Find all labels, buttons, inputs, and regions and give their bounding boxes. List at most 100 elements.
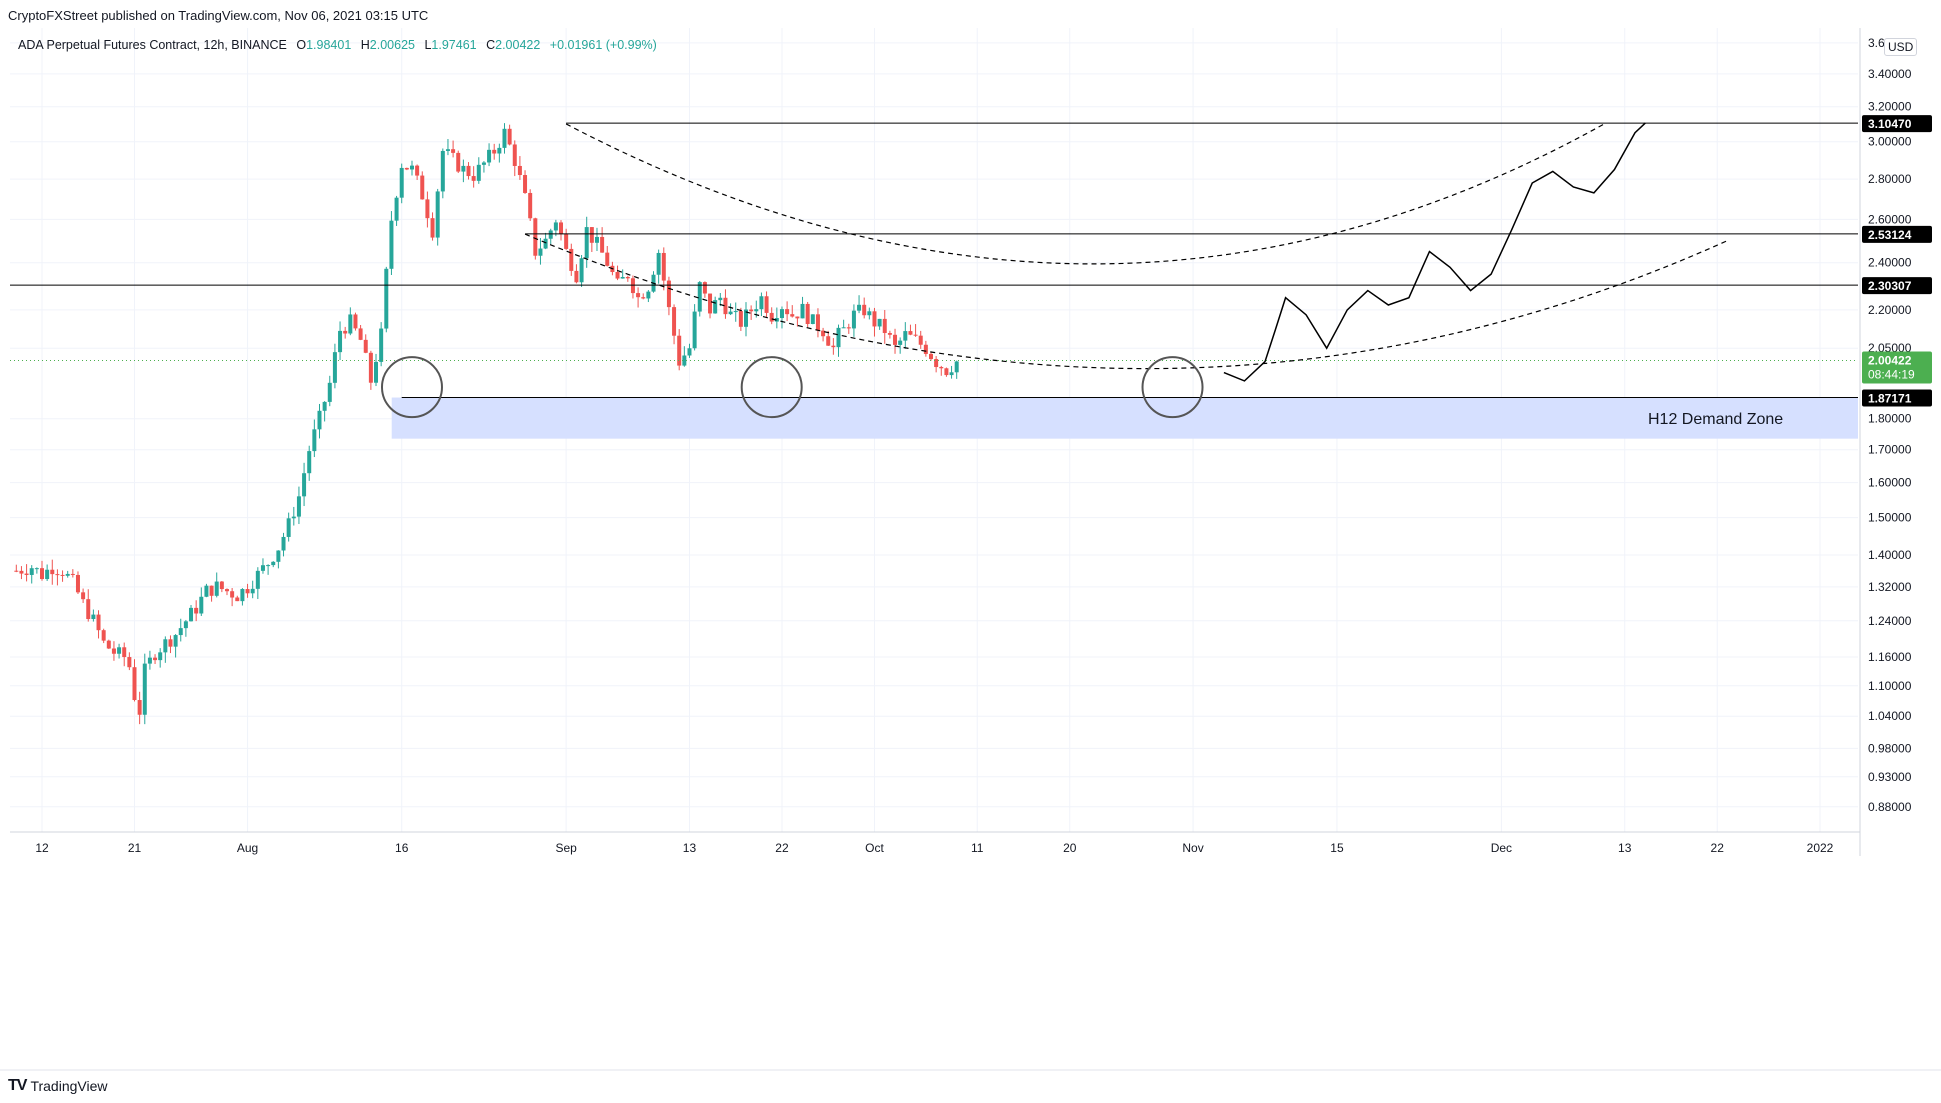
candle <box>481 161 486 173</box>
candle <box>415 164 420 180</box>
candle <box>266 564 271 575</box>
candle <box>682 346 687 367</box>
candle-body <box>476 164 481 181</box>
candle <box>517 156 522 180</box>
candle-body <box>502 128 507 148</box>
candle-body <box>353 314 358 329</box>
candle-body <box>687 348 692 356</box>
candle <box>379 322 384 367</box>
candle-body <box>296 496 301 517</box>
candle-body <box>615 272 620 279</box>
candle <box>327 375 332 407</box>
time-tick-label: Dec <box>1491 841 1512 855</box>
candle <box>759 292 764 317</box>
candle <box>605 245 610 267</box>
level-price-badge <box>1862 225 1932 243</box>
candle <box>435 188 440 246</box>
candle-body <box>117 647 122 654</box>
candle <box>589 227 594 252</box>
candle <box>296 486 301 525</box>
candle <box>821 327 826 342</box>
candle <box>65 570 70 578</box>
candle-body <box>240 589 245 602</box>
candle <box>815 308 820 338</box>
time-tick-label: 12 <box>35 841 49 855</box>
candle <box>199 587 204 616</box>
candle-body <box>399 167 404 198</box>
candle <box>214 572 219 598</box>
candle-body <box>944 368 949 376</box>
candle-body <box>594 236 599 243</box>
candle <box>204 583 209 598</box>
projected-price-path <box>1223 122 1646 382</box>
candle <box>363 334 368 354</box>
candle-body <box>779 309 784 319</box>
candle-body <box>466 165 471 177</box>
time-tick-label: Aug <box>237 841 258 855</box>
tradingview-brand[interactable]: TV TradingView <box>8 1077 108 1095</box>
candle-body <box>343 330 348 334</box>
candle-body <box>209 585 214 596</box>
candle-body <box>158 652 163 661</box>
circled-low <box>740 356 803 419</box>
time-tick-label: 16 <box>395 841 409 855</box>
candle-body <box>857 304 862 311</box>
candle-body <box>913 334 918 336</box>
candle <box>564 228 569 250</box>
candle-body <box>19 570 24 574</box>
candle <box>158 648 163 668</box>
candle-body <box>183 621 188 629</box>
candle <box>178 618 183 642</box>
price-axis-bg <box>1860 28 1941 832</box>
candle-body <box>533 218 538 256</box>
currency-button[interactable]: USD <box>1884 38 1918 56</box>
candle-body <box>641 297 646 299</box>
candle-body <box>846 327 851 329</box>
candle-body <box>538 248 543 256</box>
candle <box>317 403 322 439</box>
candle <box>810 314 815 325</box>
candle-body <box>96 614 101 631</box>
price-tick-label: 1.24000 <box>1868 614 1912 628</box>
candle-body <box>923 344 928 354</box>
price-tick-label: 2.40000 <box>1868 256 1912 270</box>
candle <box>774 307 779 329</box>
candle-body <box>471 176 476 181</box>
level-price-badge <box>1862 115 1932 133</box>
time-tick-label: Nov <box>1182 841 1203 855</box>
candle <box>528 189 533 221</box>
candle-body <box>327 382 332 402</box>
candle-body <box>101 630 106 641</box>
candle-body <box>517 165 522 176</box>
candle <box>86 589 91 622</box>
candle-body <box>754 309 759 312</box>
candle <box>831 338 836 355</box>
candle-body <box>481 162 486 165</box>
candle <box>779 306 784 329</box>
candle-body <box>774 318 779 322</box>
candle <box>574 264 579 284</box>
candle <box>117 643 122 659</box>
candle <box>594 227 599 251</box>
candle-body <box>605 252 610 266</box>
candle <box>913 324 918 337</box>
candle-body <box>708 293 713 314</box>
candle-body <box>790 314 795 317</box>
candle <box>841 319 846 329</box>
candle <box>353 312 358 331</box>
candle-body <box>178 628 183 636</box>
candle-body <box>137 700 142 715</box>
demand-zone-label: H12 Demand Zone <box>1648 411 1783 428</box>
candle-body <box>461 165 466 172</box>
candle <box>466 162 471 180</box>
candle-body <box>815 314 820 331</box>
candle-body <box>276 550 281 562</box>
candle-body <box>764 296 769 313</box>
upper-dashed-curve <box>565 123 1605 265</box>
candle-body <box>332 352 337 383</box>
candle <box>255 567 260 600</box>
candle <box>579 254 584 287</box>
candle <box>168 635 173 654</box>
candle <box>661 247 666 291</box>
